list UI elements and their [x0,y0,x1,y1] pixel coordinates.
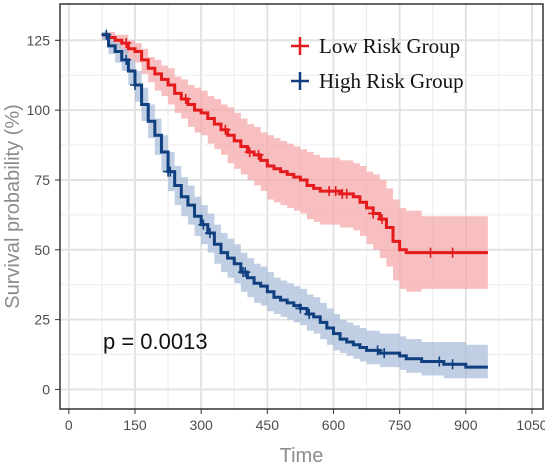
censor-mark-high-risk [372,345,383,356]
x-tick-label: 900 [454,417,478,433]
censor-mark-high-risk [240,267,251,278]
censor-mark-high-risk [447,359,458,370]
y-tick-label: 0 [42,381,50,397]
censor-mark-high-risk [129,80,140,90]
censor-mark-high-risk [304,309,315,320]
x-tick-label: 0 [65,417,73,433]
censor-mark-high-risk [379,348,390,359]
legend-marker-high-risk [291,72,309,90]
censor-mark-low-risk [121,38,132,49]
censor-mark-low-risk [447,247,458,258]
censor-mark-high-risk [198,219,209,230]
confidence-band-high-risk [101,31,488,382]
legend-item-low-risk: Low Risk Group [291,34,460,58]
legend-marker-low-risk [291,37,309,55]
legend-label-high-risk: High Risk Group [319,69,464,93]
y-axis-title: Survival probability (%) [2,104,24,309]
x-axis-ticks: 0 150 300 450 600 750 900 1050 [65,409,545,433]
legend: Low Risk Group High Risk Group [291,34,464,93]
censor-mark-low-risk [341,188,352,199]
y-tick-label: 50 [34,242,50,258]
survival-curve-high-risk [101,33,488,369]
x-tick-label: 600 [322,417,346,433]
censor-mark-low-risk [244,147,255,158]
censor-mark-low-risk [180,93,191,104]
x-tick-label: 750 [388,417,412,433]
censor-mark-low-risk [253,149,264,160]
y-tick-label: 25 [34,312,50,328]
y-tick-label: 125 [27,32,51,48]
censor-mark-high-risk [165,166,176,177]
censor-mark-high-risk [101,29,112,40]
x-tick-label: 150 [123,417,147,433]
legend-item-high-risk: High Risk Group [291,69,464,93]
censor-mark-high-risk [434,356,445,367]
censor-mark-high-risk [121,54,132,65]
x-axis-title: Time [280,445,324,467]
x-tick-label: 450 [256,417,280,433]
x-tick-label: 300 [189,417,213,433]
y-axis-ticks: 0 25 50 75 100 125 [27,32,60,397]
x-tick-label: 1050 [516,417,545,433]
censor-mark-low-risk [368,208,379,219]
censor-mark-low-risk [425,247,436,258]
legend-label-low-risk: Low Risk Group [319,34,460,58]
y-tick-label: 100 [27,102,51,118]
censor-mark-low-risk [377,214,387,225]
censor-mark-low-risk [330,186,341,197]
censor-mark-high-risk [295,303,306,314]
censor-mark-low-risk [220,124,231,135]
y-tick-label: 75 [34,172,50,188]
censor-mark-high-risk [204,228,215,239]
plot-frame [59,3,544,410]
censor-marks [101,29,458,370]
p-value-annotation: p = 0.0013 [103,329,208,354]
